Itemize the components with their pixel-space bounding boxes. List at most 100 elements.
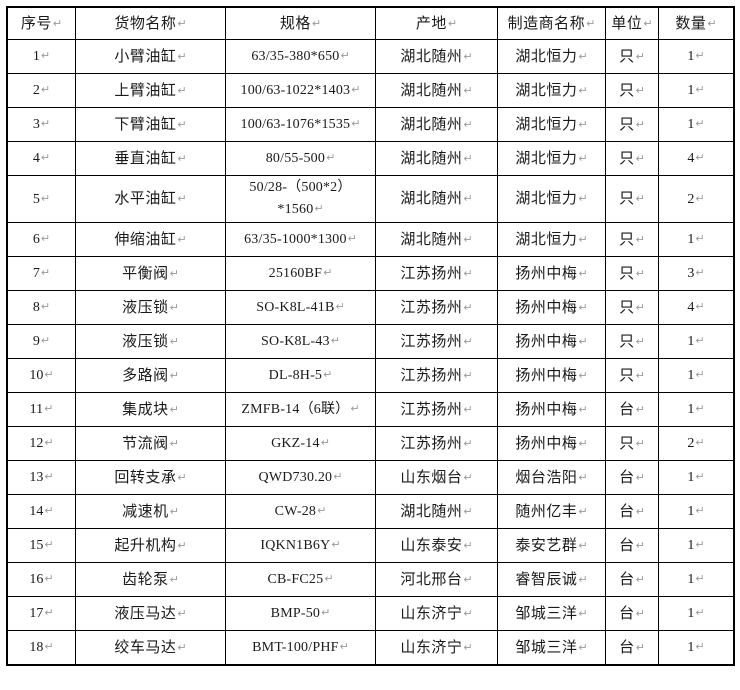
return-mark-icon: ↵: [578, 470, 588, 484]
cell-index-text: 8↵: [33, 298, 50, 317]
cell-specification-value: 63/35-1000*1300: [244, 232, 347, 248]
cell-unit-text: 只↵: [619, 47, 645, 67]
return-mark-icon: ↵: [463, 117, 473, 131]
cell-quantity-text: 3↵: [687, 264, 704, 283]
cell-unit-text: 只↵: [619, 298, 645, 318]
cell-origin-text: 山东泰安↵: [400, 536, 472, 556]
return-mark-icon: ↵: [635, 368, 645, 382]
return-mark-icon: ↵: [177, 640, 187, 654]
return-mark-icon: ↵: [463, 436, 473, 450]
cell-specification-text: 63/35-380*650↵: [251, 47, 349, 66]
cell-goods-name-text: 伸缩油缸↵: [114, 230, 186, 250]
cell-goods-name-value: 液压锁: [122, 297, 169, 316]
return-mark-icon: ↵: [463, 504, 473, 518]
cell-specification-text: ZMFB-14（6联）↵: [241, 400, 359, 419]
cell-index-value: 9: [32, 334, 40, 350]
cell-goods-name-value: 节流阀: [122, 433, 169, 452]
return-mark-icon: ↵: [463, 300, 473, 314]
cell-origin-text: 湖北随州↵: [400, 189, 472, 209]
return-mark-icon: ↵: [169, 572, 179, 586]
cell-manufacturer-value: 湖北恒力: [515, 80, 578, 99]
cell-unit: 台↵: [605, 460, 659, 495]
return-mark-icon: ↵: [44, 606, 54, 620]
cell-origin: 山东济宁↵: [375, 596, 498, 631]
return-mark-icon: ↵: [578, 572, 588, 586]
cell-unit-text: 只↵: [619, 264, 645, 284]
cell-unit-value: 只: [619, 229, 635, 248]
cell-index-text: 15↵: [29, 536, 53, 555]
cell-specification: CW-28↵: [225, 494, 376, 529]
return-mark-icon: ↵: [351, 117, 361, 131]
cell-unit-value: 只: [619, 114, 635, 133]
return-mark-icon: ↵: [323, 368, 333, 382]
return-mark-icon: ↵: [635, 232, 645, 246]
return-mark-icon: ↵: [578, 538, 588, 552]
cell-goods-name-value: 水平油缸: [114, 189, 177, 208]
cell-origin-text: 山东济宁↵: [400, 604, 472, 624]
return-mark-icon: ↵: [695, 117, 705, 131]
cell-index-value: 3: [32, 117, 40, 133]
cell-quantity-text: 1↵: [687, 230, 704, 249]
return-mark-icon: ↵: [44, 470, 54, 484]
return-mark-icon: ↵: [695, 368, 705, 382]
cell-goods-name-value: 绞车马达: [114, 637, 177, 656]
cell-goods-name-value: 液压马达: [114, 603, 177, 622]
cell-goods-name-value: 伸缩油缸: [114, 229, 177, 248]
column-header-quantity: 数量↵: [658, 7, 734, 40]
cell-unit-value: 台: [619, 501, 635, 520]
cell-quantity-text: 1↵: [687, 81, 704, 100]
return-mark-icon: ↵: [463, 402, 473, 416]
cell-goods-name-text: 垂直油缸↵: [114, 149, 186, 169]
return-mark-icon: ↵: [463, 192, 473, 206]
cell-index: 4↵: [7, 141, 76, 176]
cell-goods-name: 回转支承↵: [75, 460, 226, 495]
column-header-quantity-label: 数量: [675, 13, 707, 32]
cell-origin-text: 湖北随州↵: [400, 149, 472, 169]
cell-quantity-text: 2↵: [687, 190, 704, 209]
cell-manufacturer: 扬州中梅↵: [497, 256, 606, 291]
cell-origin: 山东泰安↵: [375, 528, 498, 563]
return-mark-icon: ↵: [351, 83, 361, 97]
cell-manufacturer: 泰安艺群↵: [497, 528, 606, 563]
cell-goods-name: 小臂油缸↵: [75, 39, 226, 74]
cell-manufacturer-value: 扬州中梅: [515, 331, 578, 350]
cell-index: 13↵: [7, 460, 76, 495]
return-mark-icon: ↵: [463, 572, 473, 586]
cell-index: 17↵: [7, 596, 76, 631]
cell-quantity: 1↵: [658, 222, 734, 257]
cell-goods-name-text: 节流阀↵: [122, 434, 179, 454]
cell-unit: 只↵: [605, 358, 659, 393]
return-mark-icon: ↵: [695, 402, 705, 416]
return-mark-icon: ↵: [463, 538, 473, 552]
cell-specification-value: IQKN1B6Y: [260, 538, 331, 554]
cell-manufacturer-value: 湖北恒力: [515, 46, 578, 65]
return-mark-icon: ↵: [578, 334, 588, 348]
cell-specification-value: CW-28: [274, 504, 317, 520]
cell-manufacturer-value: 湖北恒力: [515, 229, 578, 248]
cell-quantity-value: 1: [687, 117, 695, 133]
cell-goods-name: 绞车马达↵: [75, 630, 226, 665]
cell-quantity-text: 1↵: [687, 536, 704, 555]
cell-specification-value: 50/28-（500*2）: [249, 180, 352, 196]
cell-specification: ZMFB-14（6联）↵: [225, 392, 376, 427]
cell-manufacturer-text: 扬州中梅↵: [515, 264, 587, 284]
table-row: 6↵ 伸缩油缸↵ 63/35-1000*1300↵ 湖北随州↵ 湖北恒力↵ 只↵ 1↵: [7, 222, 734, 257]
return-mark-icon: ↵: [169, 300, 179, 314]
return-mark-icon: ↵: [44, 572, 54, 586]
return-mark-icon: ↵: [578, 402, 588, 416]
return-mark-icon: ↵: [695, 266, 705, 280]
cell-specification-value: CB-FC25: [267, 572, 324, 588]
cell-specification-value: BMP-50: [270, 606, 321, 622]
cell-quantity-value: 1: [687, 83, 695, 99]
cell-manufacturer-text: 随州亿丰↵: [515, 502, 587, 522]
return-mark-icon: ↵: [695, 151, 705, 165]
cell-quantity: 1↵: [658, 73, 734, 108]
column-header-index: 序号↵: [7, 7, 76, 40]
return-mark-icon: ↵: [52, 16, 63, 30]
cell-goods-name: 齿轮泵↵: [75, 562, 226, 597]
cell-unit-text: 只↵: [619, 81, 645, 101]
cell-manufacturer-value: 扬州中梅: [515, 399, 578, 418]
return-mark-icon: ↵: [44, 436, 54, 450]
return-mark-icon: ↵: [695, 436, 705, 450]
cell-specification-text: IQKN1B6Y↵: [260, 536, 340, 555]
